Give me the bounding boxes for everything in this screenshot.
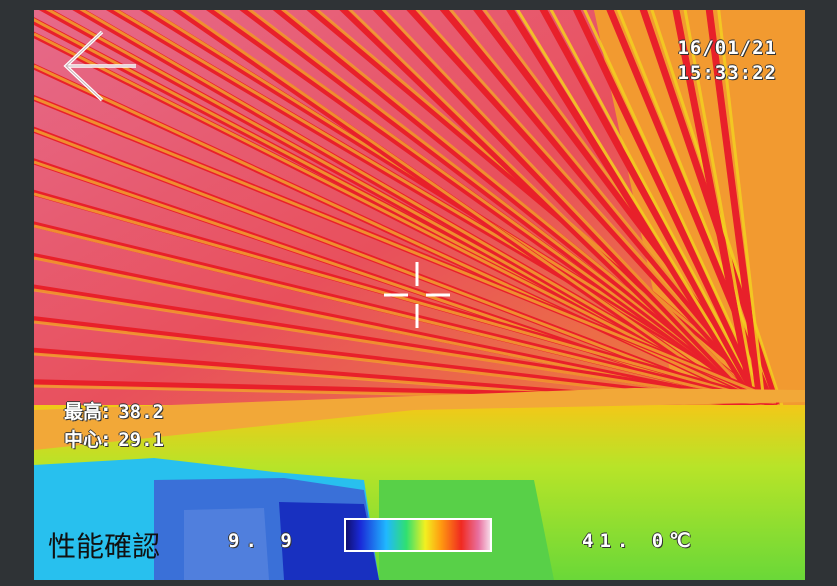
scale-min-value: 9. 9 [228, 530, 298, 552]
device-frame-left [0, 0, 34, 586]
slat-highlight [34, 192, 771, 404]
slat-highlight [34, 224, 777, 408]
thermal-camera-screen: 16/01/21 15:33:22 最高: 38.2 中心: 29.1 性能確認… [34, 10, 805, 580]
slat-line [506, 10, 757, 402]
thermal-image [34, 10, 805, 580]
slat-highlight [683, 10, 760, 411]
slat-highlight [34, 96, 783, 404]
device-frame-right [805, 0, 837, 586]
slat-line [34, 284, 755, 403]
slat-highlight [515, 10, 760, 403]
scale-max-value: 41. 0℃ [582, 530, 697, 552]
slat-highlight [381, 10, 766, 412]
max-temp-readout: 最高: 38.2 [64, 401, 164, 423]
device-frame-top [0, 0, 837, 10]
slat-highlight [34, 64, 777, 412]
slat-highlight [180, 10, 759, 412]
center-temp-readout: 中心: 29.1 [64, 429, 164, 451]
slat-line [406, 10, 769, 403]
color-scale-bar [344, 518, 492, 552]
time-text: 15:33:22 [677, 62, 777, 84]
date-time-stamp: 16/01/21 15:33:22 [677, 36, 777, 86]
center-temp-value: 29.1 [118, 429, 164, 451]
device-frame-bottom [0, 580, 837, 586]
max-temp-value: 38.2 [118, 401, 164, 423]
slat-highlight [717, 10, 766, 403]
slat-highlight [34, 128, 759, 408]
slat-line [539, 10, 764, 406]
date-text: 16/01/21 [677, 37, 777, 59]
slat-line [372, 10, 763, 411]
ceiling-slats [34, 10, 784, 412]
crosshair-icon [384, 262, 450, 328]
slat-highlight [549, 10, 766, 407]
max-temp-label: 最高: [64, 401, 110, 423]
arrow-left-icon[interactable] [60, 26, 140, 104]
slat-line [672, 10, 758, 409]
slat-line [572, 10, 770, 410]
slat-highlight [34, 288, 759, 404]
caption-text: 性能確認 [48, 530, 161, 563]
center-temp-label: 中心: [64, 429, 110, 451]
slat-highlight [34, 160, 765, 412]
slat-line [705, 10, 764, 401]
slat-line [339, 10, 757, 407]
